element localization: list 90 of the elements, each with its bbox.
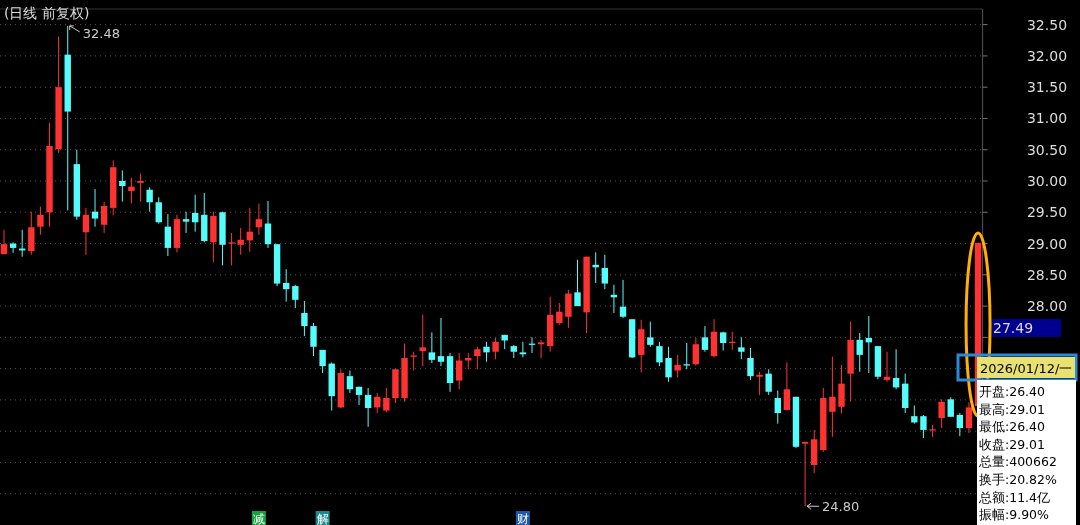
candlestick: [947, 396, 954, 418]
candlestick: [37, 206, 44, 236]
y-tick-label: 32.00: [1026, 47, 1068, 64]
annotation: 总量:400662: [978, 454, 1057, 470]
candlestick: [346, 370, 354, 394]
chart-title: (日线 前复权): [4, 5, 90, 21]
annotation: 开盘:26.40: [979, 384, 1046, 399]
candlestick: [938, 398, 945, 429]
candlestick: [228, 232, 235, 266]
candlestick: [601, 254, 609, 290]
candlestick: [82, 207, 90, 256]
candlestick: [619, 279, 627, 319]
candlestick: [237, 227, 244, 256]
candlestick: [956, 412, 964, 437]
candlestick: [574, 259, 581, 307]
candlestick: [801, 441, 809, 507]
candlestick: [765, 368, 772, 396]
candlestick: [155, 196, 162, 225]
candlestick: [283, 268, 290, 303]
candlestick: [383, 387, 390, 413]
y-tick-label: 32.50: [1026, 16, 1068, 33]
candlestick: [91, 188, 99, 228]
candlestick: [264, 200, 272, 249]
candlestick: [119, 169, 126, 203]
candlestick: [783, 361, 791, 412]
annotation: 32.48: [82, 25, 120, 41]
candlestick: [292, 284, 299, 309]
candlestick: [191, 194, 199, 233]
annotation: 最高:29.01: [979, 401, 1045, 417]
candlestick: [656, 341, 663, 367]
candlestick: [692, 337, 700, 367]
annotation: 解: [316, 512, 329, 525]
candlestick: [492, 337, 499, 360]
candlestick: [920, 414, 927, 439]
candlestick: [965, 401, 973, 434]
y-tick-label: 29.00: [1026, 235, 1068, 252]
candlestick: [100, 201, 108, 234]
y-tick-label: 29.50: [1026, 204, 1068, 221]
candlestick: [310, 322, 317, 357]
candlestick: [455, 352, 463, 390]
candlestick: [182, 211, 190, 234]
y-tick-label: 28.00: [1026, 298, 1068, 315]
annotation: 减: [252, 512, 265, 525]
annotation: 24.80: [822, 499, 860, 515]
candlestick: [756, 371, 763, 396]
candlestick: [0, 229, 8, 255]
candlestick: [911, 405, 918, 425]
annotation: 2026/01/12/一: [980, 361, 1073, 376]
annotation: 换手:20.82%: [979, 472, 1057, 487]
y-tick-label: 31.50: [1026, 79, 1068, 96]
candlestick: [829, 356, 836, 438]
candlestick: [146, 186, 153, 213]
candlestick: [519, 341, 527, 358]
candlestick: [674, 354, 681, 378]
candlestick: [892, 348, 900, 390]
candlestick: [128, 177, 135, 205]
annotation: 最低:26.40: [979, 419, 1046, 435]
candlestick: [474, 346, 481, 370]
candlestick: [301, 300, 308, 337]
y-tick-label: 28.50: [1026, 266, 1068, 283]
text: 27.49: [993, 320, 1034, 336]
candlestick: [537, 339, 545, 359]
candlestick: [137, 172, 144, 203]
candlestick: [665, 346, 672, 383]
y-tick-label: 31.00: [1026, 110, 1068, 127]
candlestick: [738, 336, 745, 360]
candlestick: [774, 390, 781, 425]
annotation: 总额:11.4亿: [978, 489, 1051, 505]
candlestick: [437, 317, 445, 367]
candlestick: [856, 332, 863, 373]
annotation: 收盘:29.01: [979, 436, 1045, 452]
candlestick: [428, 331, 436, 364]
candlestick: [683, 342, 690, 370]
candlestick: [556, 302, 563, 326]
candlestick: [647, 321, 654, 348]
candlestick: [419, 314, 426, 367]
candlestick: [483, 341, 490, 363]
candlestick: [164, 213, 172, 257]
y-tick-label: 30.00: [1026, 173, 1068, 189]
candlestick: [565, 289, 572, 329]
candlestick: [838, 364, 845, 415]
candlestick: [28, 211, 35, 256]
candlestick: [883, 351, 891, 383]
candlestick: [255, 203, 263, 236]
candlestick: [747, 347, 754, 381]
candlestick: [701, 325, 709, 353]
y-tick-label: 30.50: [1026, 141, 1068, 158]
annotation: 振幅:9.90%: [979, 507, 1050, 523]
annotation: 财: [516, 512, 529, 525]
candlestick: [364, 387, 372, 428]
